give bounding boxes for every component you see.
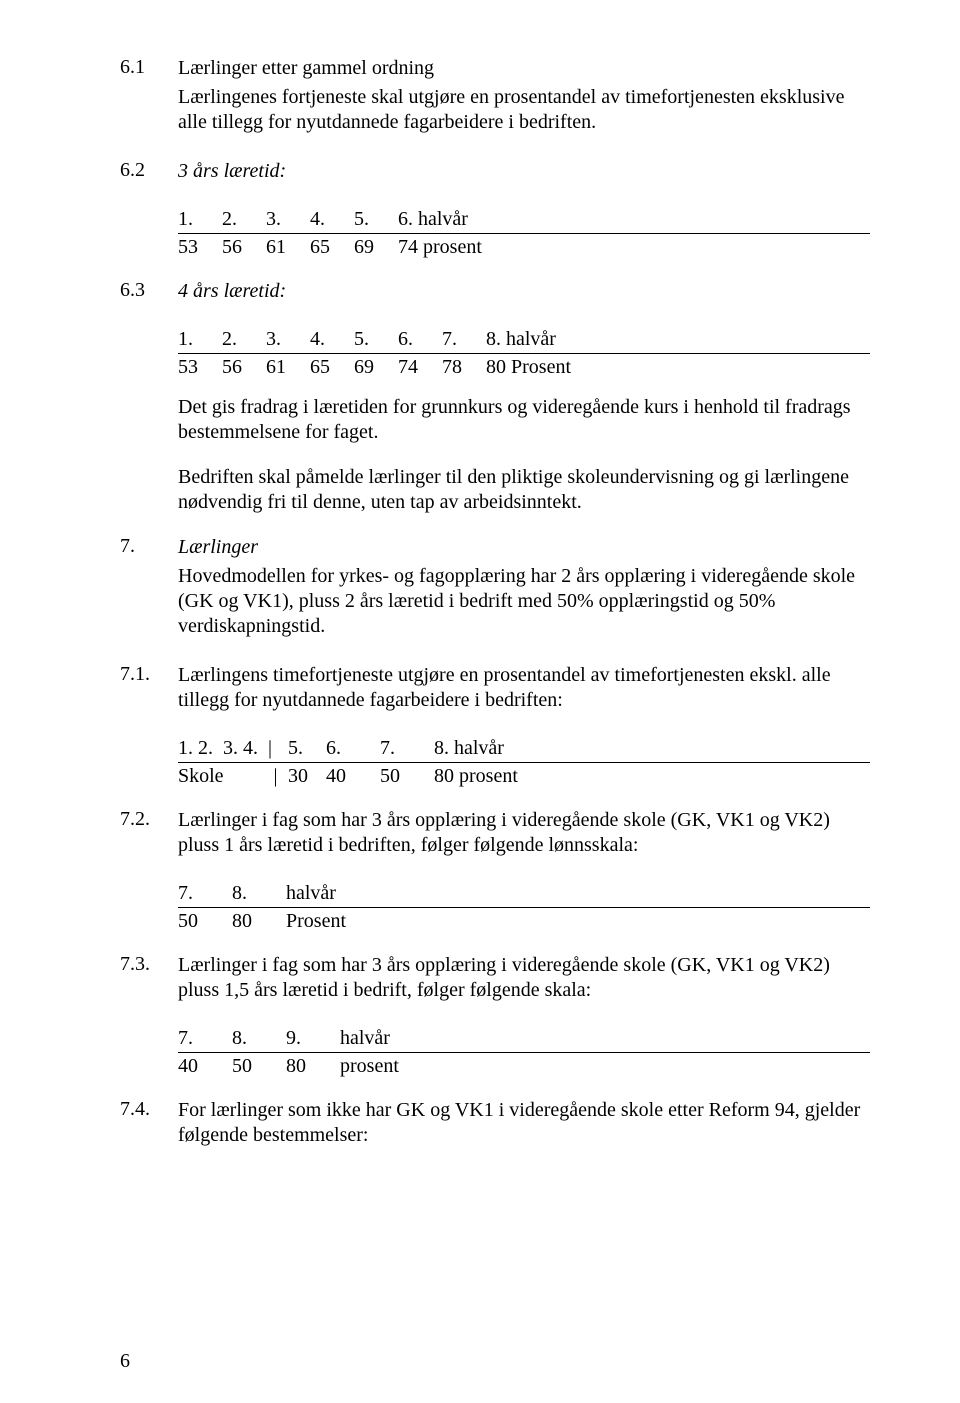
table-cell: 69 (354, 236, 398, 259)
table-cell: 40 (326, 765, 380, 788)
section-number: 7.1. (120, 663, 178, 733)
page-number: 6 (120, 1350, 130, 1373)
table-cell: 53 (178, 236, 222, 259)
table-73: 7. 8. 9. halvår 40 50 80 prosent (178, 1027, 870, 1078)
table-cell: 78 (442, 356, 486, 379)
table-header-cell: 7. (178, 1027, 232, 1050)
table-header-cell: 3. (266, 208, 310, 231)
table-cell: 80 (232, 910, 286, 933)
table-62: 1. 2. 3. 4. 5. 6. halvår 53 56 61 65 69 … (178, 208, 870, 259)
table-cell: 50 (380, 765, 434, 788)
table-cell: 80 (286, 1055, 340, 1078)
table-cell: 65 (310, 356, 354, 379)
section-body: For lærlinger som ikke har GK og VK1 i v… (178, 1098, 870, 1148)
table-cell: 61 (266, 356, 310, 379)
section-number: 7. (120, 535, 178, 659)
section-number: 6.3 (120, 279, 178, 324)
table-cell: 74 (398, 356, 442, 379)
table-cell: 56 (222, 236, 266, 259)
section-number: 6.2 (120, 159, 178, 204)
section-title: 4 års læretid: (178, 279, 870, 304)
table-header-cell: 8. (232, 1027, 286, 1050)
table-cell: 50 (178, 910, 232, 933)
paragraph: Det gis fradrag i læretiden for grunnkur… (178, 395, 870, 445)
table-cell: 65 (310, 236, 354, 259)
table-header-cell: halvår (340, 1027, 390, 1050)
table-header-cell: 3. (266, 328, 310, 351)
table-cell: 30 (288, 765, 326, 788)
table-header-cell: 5. (354, 208, 398, 231)
table-header-cell: 1. (178, 208, 222, 231)
table-header-cell: 7. (178, 882, 232, 905)
table-header-cell: 8. halvår (486, 328, 556, 351)
section-title: 3 års læretid: (178, 159, 870, 184)
table-header-cell: 5. (354, 328, 398, 351)
table-header-cell: 6. (326, 737, 380, 760)
section-body: Lærlingens timefortjeneste utgjøre en pr… (178, 663, 870, 713)
table-header-cell: 4. (310, 208, 354, 231)
table-header-cell: halvår (286, 882, 336, 905)
section-body: Lærlinger i fag som har 3 års opplæring … (178, 808, 870, 858)
section-number: 7.3. (120, 953, 178, 1023)
section-title: Lærlinger (178, 535, 870, 560)
table-71: 1. 2. 3. 4. | 5. 6. 7. 8. halvår Skole |… (178, 737, 870, 788)
section-body: Hovedmodellen for yrkes- og fagopplæring… (178, 564, 870, 639)
table-header-cell: 4. (310, 328, 354, 351)
table-header-cell: 8. (232, 882, 286, 905)
table-header-cell: 2. (222, 328, 266, 351)
table-cell: prosent (340, 1055, 399, 1078)
table-cell: 69 (354, 356, 398, 379)
table-header-cell: 5. (288, 737, 326, 760)
table-header-cell: 1. (178, 328, 222, 351)
table-header-cell: 1. 2. 3. 4. | (178, 737, 288, 760)
table-header-cell: 7. (380, 737, 434, 760)
table-cell: 53 (178, 356, 222, 379)
section-number: 7.2. (120, 808, 178, 878)
table-cell: 74 prosent (398, 236, 482, 259)
table-63: 1. 2. 3. 4. 5. 6. 7. 8. halvår 53 56 61 … (178, 328, 870, 515)
table-header-cell: 7. (442, 328, 486, 351)
table-cell: 40 (178, 1055, 232, 1078)
table-header-cell: 6. (398, 328, 442, 351)
table-cell: 80 Prosent (486, 356, 571, 379)
section-title: Lærlinger etter gammel ordning (178, 56, 870, 81)
table-cell: 80 prosent (434, 765, 518, 788)
table-cell: 50 (232, 1055, 286, 1078)
section-number: 6.1 (120, 56, 178, 155)
section-body: Lærlinger i fag som har 3 års opplæring … (178, 953, 870, 1003)
table-cell: Skole | (178, 765, 288, 788)
paragraph: Bedriften skal påmelde lærlinger til den… (178, 465, 870, 515)
table-header-cell: 8. halvår (434, 737, 504, 760)
section-number: 7.4. (120, 1098, 178, 1168)
table-header-cell: 2. (222, 208, 266, 231)
table-cell: 61 (266, 236, 310, 259)
table-header-cell: 9. (286, 1027, 340, 1050)
table-72: 7. 8. halvår 50 80 Prosent (178, 882, 870, 933)
table-cell: Prosent (286, 910, 346, 933)
table-header-cell: 6. halvår (398, 208, 468, 231)
section-body: Lærlingenes fortjeneste skal utgjøre en … (178, 85, 870, 135)
table-cell: 56 (222, 356, 266, 379)
